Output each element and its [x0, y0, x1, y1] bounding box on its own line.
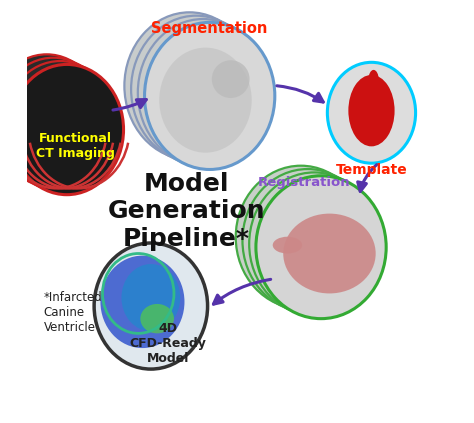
Ellipse shape: [243, 169, 373, 312]
Ellipse shape: [348, 75, 394, 146]
Ellipse shape: [368, 70, 379, 91]
Text: 4D
CFD-Ready
Model: 4D CFD-Ready Model: [129, 322, 206, 365]
Text: Registration: Registration: [258, 176, 351, 190]
Ellipse shape: [0, 58, 110, 188]
Ellipse shape: [236, 166, 366, 308]
Ellipse shape: [283, 214, 376, 294]
Ellipse shape: [131, 16, 261, 163]
Ellipse shape: [140, 304, 174, 333]
Text: Functional
CT Imaging: Functional CT Imaging: [36, 132, 115, 160]
Ellipse shape: [159, 48, 252, 153]
Ellipse shape: [145, 22, 275, 170]
Ellipse shape: [328, 62, 416, 163]
Text: *Infarcted
Canine
Ventricle: *Infarcted Canine Ventricle: [44, 291, 102, 334]
Ellipse shape: [100, 255, 184, 348]
Ellipse shape: [124, 12, 255, 159]
Text: Model
Generation
Pipeline*: Model Generation Pipeline*: [108, 172, 265, 251]
Ellipse shape: [10, 64, 124, 195]
Text: Segmentation: Segmentation: [152, 21, 268, 36]
Ellipse shape: [273, 237, 302, 253]
Ellipse shape: [94, 243, 208, 369]
Ellipse shape: [3, 61, 117, 191]
Ellipse shape: [256, 176, 386, 319]
Text: Template: Template: [336, 163, 407, 177]
Ellipse shape: [121, 264, 180, 331]
Ellipse shape: [138, 19, 268, 166]
Ellipse shape: [0, 54, 103, 184]
Ellipse shape: [212, 60, 250, 98]
Ellipse shape: [249, 173, 380, 315]
